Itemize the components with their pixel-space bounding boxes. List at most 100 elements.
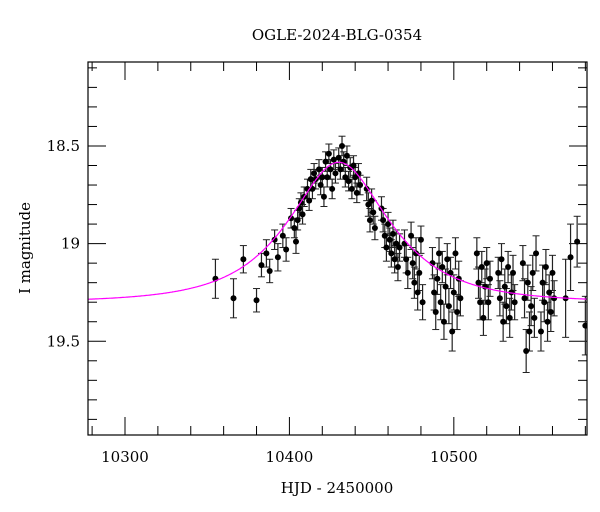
x-axis-label: HJD - 2450000 — [281, 479, 394, 497]
data-point — [353, 189, 360, 196]
data-point — [329, 185, 336, 192]
data-point — [542, 264, 549, 271]
data-point — [483, 260, 490, 267]
data-point — [546, 289, 553, 296]
data-point — [434, 275, 441, 282]
data-point — [477, 299, 484, 306]
data-point — [396, 244, 403, 251]
data-point — [291, 224, 298, 231]
data-point — [511, 299, 518, 306]
data-point — [419, 299, 426, 306]
data-point — [324, 174, 331, 181]
data-point — [551, 295, 558, 302]
data-point — [316, 166, 323, 173]
data-point — [311, 170, 318, 177]
data-point — [473, 250, 480, 257]
data-point — [485, 299, 492, 306]
data-point — [480, 314, 487, 321]
data-point — [444, 256, 451, 263]
data-point — [332, 170, 339, 177]
data-point — [524, 279, 531, 286]
data-point — [445, 303, 452, 310]
data-point — [478, 264, 485, 271]
data-point — [541, 299, 548, 306]
data-point — [345, 178, 352, 185]
data-point — [442, 283, 449, 290]
data-point — [519, 260, 526, 267]
data-point — [486, 275, 493, 282]
data-point — [386, 236, 393, 243]
x-tick-label: 10300 — [101, 448, 149, 466]
data-point — [440, 318, 447, 325]
data-point — [528, 303, 535, 310]
data-point — [307, 176, 314, 183]
data-point — [408, 232, 415, 239]
data-point — [230, 295, 237, 302]
data-point — [381, 232, 388, 239]
data-point — [294, 217, 301, 224]
data-point — [371, 224, 378, 231]
data-point — [539, 279, 546, 286]
data-point — [582, 322, 587, 329]
data-point — [495, 269, 502, 276]
data-point — [370, 209, 377, 216]
data-point — [450, 289, 457, 296]
data-point — [337, 166, 344, 173]
x-tick-label: 10500 — [430, 448, 478, 466]
data-point — [317, 182, 324, 189]
data-point — [413, 250, 420, 257]
data-point — [475, 279, 482, 286]
data-point — [350, 162, 357, 169]
data-point — [322, 158, 329, 165]
y-tick-label: 19 — [61, 235, 80, 253]
data-point — [409, 260, 416, 267]
data-point — [389, 230, 396, 237]
data-point — [503, 303, 510, 310]
data-point — [391, 256, 398, 263]
data-point — [279, 232, 286, 239]
data-point — [368, 197, 375, 204]
y-axis-label: I magnitude — [16, 202, 34, 294]
data-point — [383, 244, 390, 251]
data-point — [319, 174, 326, 181]
chart-title: OGLE-2024-BLG-0354 — [252, 26, 422, 44]
data-point — [403, 256, 410, 263]
data-point — [263, 250, 270, 257]
data-point — [432, 308, 439, 315]
y-tick-label: 19.5 — [47, 332, 80, 350]
data-point — [496, 295, 503, 302]
data-point — [258, 262, 265, 269]
data-point — [457, 295, 464, 302]
data-point — [266, 267, 273, 274]
data-point — [394, 264, 401, 271]
data-point — [439, 264, 446, 271]
data-point — [417, 236, 424, 243]
data-point — [529, 269, 536, 276]
data-point — [283, 246, 290, 253]
data-point — [537, 328, 544, 335]
data-point — [523, 348, 530, 355]
data-point — [325, 150, 332, 157]
data-point — [510, 269, 517, 276]
data-point — [404, 269, 411, 276]
data-point — [436, 250, 443, 257]
data-point — [240, 256, 247, 263]
data-point — [330, 156, 337, 163]
data-point — [449, 328, 456, 335]
data-point — [388, 250, 395, 257]
data-point — [385, 221, 392, 228]
data-point — [357, 182, 364, 189]
data-point — [401, 240, 408, 247]
data-point — [348, 185, 355, 192]
data-point — [416, 269, 423, 276]
data-point — [292, 238, 299, 245]
data-point — [411, 279, 418, 286]
data-point — [500, 318, 507, 325]
data-point — [549, 269, 556, 276]
data-point — [343, 152, 350, 159]
data-point — [547, 308, 554, 315]
data-point — [533, 250, 540, 257]
data-point — [320, 193, 327, 200]
data-point — [454, 308, 461, 315]
